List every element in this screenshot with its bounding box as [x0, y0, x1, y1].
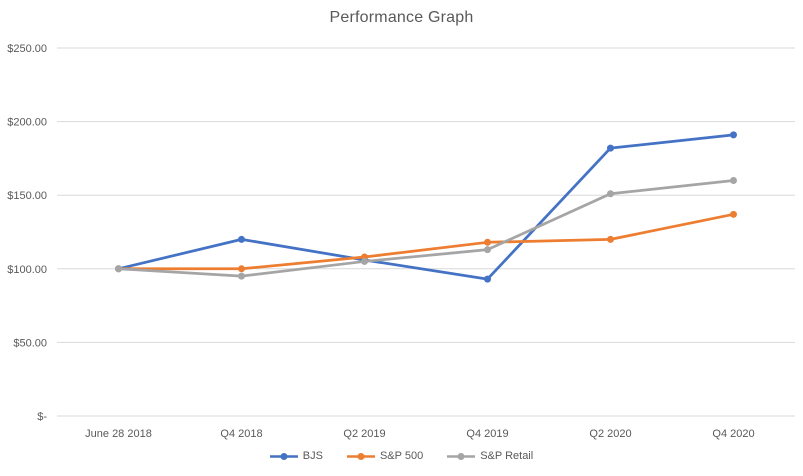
data-point-marker	[484, 246, 491, 254]
data-point-marker	[607, 235, 614, 243]
y-axis-tick-label: $-	[37, 411, 47, 423]
data-point-marker	[238, 235, 245, 243]
x-axis-tick-label: Q4 2020	[712, 428, 754, 440]
x-axis-tick-label: Q2 2019	[343, 428, 385, 440]
y-axis-tick-label: $200.00	[7, 117, 47, 129]
data-point-marker	[607, 190, 614, 198]
data-point-marker	[730, 176, 737, 184]
x-axis-tick-label: Q4 2018	[220, 428, 262, 440]
data-point-marker	[238, 272, 245, 280]
legend-item-bjs: BJS	[269, 450, 323, 462]
data-point-marker	[115, 265, 122, 273]
legend-line-marker-icon	[447, 452, 476, 460]
data-point-marker	[238, 265, 245, 273]
series-line-s-p-retail	[117, 179, 735, 278]
legend-line-marker-icon	[269, 452, 298, 460]
series-line-s-p-500	[117, 212, 735, 271]
legend-label: BJS	[302, 450, 323, 462]
y-axis-tick-label: $50.00	[13, 337, 47, 349]
data-point-marker	[484, 238, 491, 246]
data-point-marker	[361, 257, 368, 265]
legend-line-marker-icon	[346, 452, 375, 460]
series-line-bjs	[117, 133, 735, 281]
x-axis-tick-label: Q4 2019	[466, 428, 508, 440]
legend-label: S&P Retail	[480, 450, 534, 462]
data-point-marker	[730, 210, 737, 218]
x-axis-tick-label: Q2 2020	[589, 428, 631, 440]
data-point-marker	[484, 275, 491, 283]
y-axis-tick-label: $250.00	[7, 43, 47, 55]
legend-item-s-p-retail: S&P Retail	[447, 450, 533, 462]
y-axis-tick-label: $100.00	[7, 264, 47, 276]
chart-legend: BJS S&P 500 S&P Retail	[0, 447, 803, 465]
x-axis-tick-label: June 28 2018	[85, 428, 152, 440]
legend-item-s-p-500: S&P 500	[346, 450, 424, 462]
data-point-marker	[607, 144, 614, 152]
legend-label: S&P 500	[379, 450, 424, 462]
data-point-marker	[730, 131, 737, 139]
chart-title: Performance Graph	[329, 9, 474, 26]
y-axis-tick-label: $150.00	[7, 190, 47, 202]
